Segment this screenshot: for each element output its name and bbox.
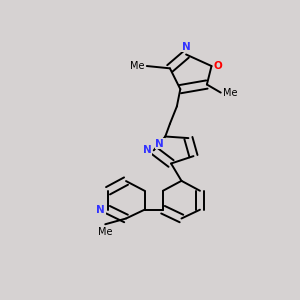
Text: N: N (182, 42, 190, 52)
Text: N: N (143, 145, 152, 155)
Text: Me: Me (98, 226, 112, 237)
Text: O: O (213, 61, 222, 71)
Text: Me: Me (223, 88, 237, 98)
Text: N: N (97, 205, 105, 215)
Text: Me: Me (130, 61, 145, 71)
Text: N: N (155, 139, 164, 149)
